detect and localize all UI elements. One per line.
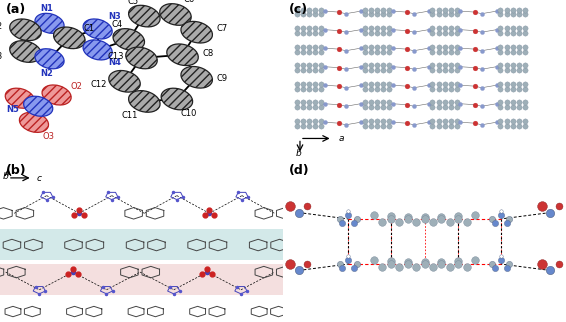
Ellipse shape bbox=[54, 27, 85, 49]
Text: C2: C2 bbox=[0, 22, 3, 31]
Text: C11: C11 bbox=[122, 111, 138, 120]
Text: (d): (d) bbox=[289, 164, 309, 177]
Text: C12: C12 bbox=[91, 80, 107, 89]
Text: C1: C1 bbox=[84, 24, 95, 33]
Ellipse shape bbox=[35, 13, 64, 33]
Ellipse shape bbox=[19, 112, 49, 132]
Ellipse shape bbox=[126, 47, 157, 69]
Ellipse shape bbox=[35, 49, 64, 69]
Text: (b): (b) bbox=[6, 164, 26, 177]
Text: C5: C5 bbox=[127, 0, 139, 6]
Ellipse shape bbox=[113, 29, 144, 50]
Text: C8: C8 bbox=[203, 49, 213, 58]
Text: N5: N5 bbox=[6, 105, 19, 114]
Ellipse shape bbox=[181, 66, 212, 88]
Ellipse shape bbox=[181, 21, 212, 43]
Ellipse shape bbox=[128, 5, 160, 27]
Text: (a): (a) bbox=[6, 3, 26, 16]
Ellipse shape bbox=[128, 90, 160, 112]
Text: N2: N2 bbox=[40, 69, 53, 78]
Text: c: c bbox=[37, 174, 42, 183]
Text: C4: C4 bbox=[112, 21, 123, 29]
Text: N3: N3 bbox=[108, 12, 121, 21]
Bar bbox=[0, 229, 283, 260]
Text: C6: C6 bbox=[184, 0, 195, 5]
Ellipse shape bbox=[83, 19, 112, 39]
Text: b: b bbox=[3, 172, 9, 181]
Text: C9: C9 bbox=[217, 74, 228, 83]
Text: C13: C13 bbox=[108, 52, 125, 61]
Ellipse shape bbox=[10, 41, 41, 62]
Text: b: b bbox=[295, 149, 302, 158]
Text: C7: C7 bbox=[217, 24, 228, 33]
Ellipse shape bbox=[83, 40, 112, 60]
Text: O2: O2 bbox=[71, 82, 82, 91]
Text: a: a bbox=[338, 134, 344, 143]
Text: (c): (c) bbox=[289, 3, 308, 16]
Ellipse shape bbox=[5, 88, 35, 108]
Ellipse shape bbox=[42, 85, 71, 105]
Bar bbox=[0, 264, 283, 296]
Ellipse shape bbox=[24, 96, 53, 116]
Ellipse shape bbox=[109, 71, 140, 92]
Ellipse shape bbox=[160, 4, 191, 25]
Text: C3: C3 bbox=[0, 52, 3, 61]
Text: O3: O3 bbox=[42, 132, 54, 141]
Ellipse shape bbox=[10, 19, 41, 41]
Text: C10: C10 bbox=[180, 109, 196, 118]
Ellipse shape bbox=[161, 88, 192, 110]
Text: N1: N1 bbox=[40, 5, 53, 13]
Ellipse shape bbox=[167, 44, 198, 66]
Text: N4: N4 bbox=[108, 58, 121, 67]
